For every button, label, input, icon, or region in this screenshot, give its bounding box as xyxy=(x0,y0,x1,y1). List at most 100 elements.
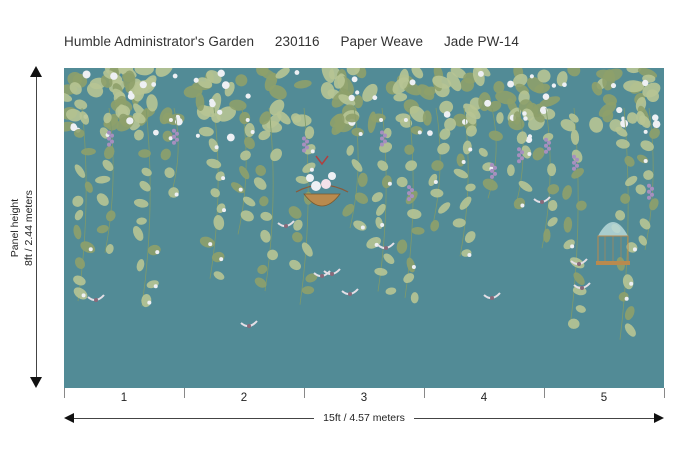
leaf xyxy=(293,219,303,231)
leaf xyxy=(512,73,528,88)
flying-birds xyxy=(87,196,591,328)
leaf xyxy=(478,147,488,157)
grape xyxy=(572,166,576,171)
vine xyxy=(644,107,654,250)
panel-divider xyxy=(544,388,545,398)
grape xyxy=(110,139,114,144)
leaf xyxy=(466,125,477,137)
leaf xyxy=(259,111,271,125)
leaf xyxy=(239,166,250,180)
leaf xyxy=(320,82,335,100)
grape xyxy=(647,189,651,194)
grape xyxy=(544,143,548,148)
leaf xyxy=(74,164,86,178)
blossom xyxy=(153,284,158,289)
vine xyxy=(141,107,151,307)
leaf xyxy=(615,126,628,137)
panel-divider xyxy=(64,388,65,398)
leaf xyxy=(210,188,220,198)
leaf xyxy=(138,149,151,158)
leaf xyxy=(602,109,614,123)
leaf xyxy=(160,148,171,161)
blossom xyxy=(652,114,659,121)
leaf xyxy=(66,108,83,122)
leaf xyxy=(411,226,425,235)
blossom xyxy=(477,70,484,77)
leaf xyxy=(103,112,112,124)
leaf xyxy=(133,198,149,208)
leaf xyxy=(571,149,583,163)
leaf xyxy=(260,229,271,243)
grape xyxy=(544,137,548,142)
blossom xyxy=(174,192,179,197)
leaf xyxy=(432,75,452,89)
leaf xyxy=(465,111,477,125)
leaf xyxy=(409,105,426,123)
grape xyxy=(547,146,551,151)
blossom xyxy=(82,70,91,79)
leaf xyxy=(407,208,422,219)
grape xyxy=(380,142,384,147)
blossom xyxy=(562,82,567,88)
leaf xyxy=(269,85,287,100)
leaf xyxy=(591,81,603,96)
blossom xyxy=(642,79,649,87)
panel-divider xyxy=(304,388,305,398)
blossom xyxy=(527,151,532,156)
grape xyxy=(490,168,494,173)
leaf xyxy=(623,80,644,93)
blossom xyxy=(610,83,617,89)
grape xyxy=(520,150,524,155)
grape xyxy=(383,139,387,144)
blossom xyxy=(468,147,473,152)
leaf xyxy=(81,148,96,156)
leaf xyxy=(439,128,451,140)
leaf xyxy=(304,126,315,140)
grape xyxy=(305,145,309,150)
leaf xyxy=(105,244,114,255)
leaf xyxy=(410,292,419,304)
leaf xyxy=(139,180,151,192)
leaf xyxy=(132,226,144,241)
bird-body xyxy=(580,286,584,290)
leaf xyxy=(589,117,604,133)
blossom xyxy=(433,179,438,184)
leaf xyxy=(496,112,504,124)
leaf xyxy=(396,176,408,188)
width-label: 15ft / 4.57 meters xyxy=(314,412,414,424)
leaf xyxy=(646,89,659,103)
leaf xyxy=(640,140,654,152)
blossom xyxy=(219,257,224,262)
bird-body xyxy=(490,296,494,300)
leaf xyxy=(136,259,145,272)
leaf xyxy=(353,95,363,109)
leaf xyxy=(275,68,290,79)
leaf xyxy=(95,175,111,184)
hanging-vines xyxy=(72,107,660,340)
leaf xyxy=(96,225,109,234)
blossom xyxy=(217,69,225,78)
leaf xyxy=(403,273,415,284)
blossom xyxy=(245,118,250,122)
grape xyxy=(380,136,384,141)
grape xyxy=(175,131,179,136)
leaf xyxy=(377,160,389,171)
grape xyxy=(650,186,654,191)
leaf xyxy=(293,80,312,89)
leaf xyxy=(575,305,586,313)
product-title: Humble Administrator's Garden 230116 Pap… xyxy=(64,34,536,49)
leaf xyxy=(567,68,581,77)
blossom xyxy=(411,264,416,269)
blossom xyxy=(193,77,199,83)
height-line xyxy=(36,77,37,377)
bird-body xyxy=(247,324,251,328)
blossom xyxy=(467,253,472,258)
blossom xyxy=(652,120,661,129)
grape xyxy=(572,154,576,159)
leaf xyxy=(102,159,114,172)
leaf xyxy=(602,94,617,106)
panel-number: 4 xyxy=(480,392,488,404)
grape xyxy=(517,159,521,164)
leaf xyxy=(398,68,409,90)
leaf xyxy=(437,142,450,155)
